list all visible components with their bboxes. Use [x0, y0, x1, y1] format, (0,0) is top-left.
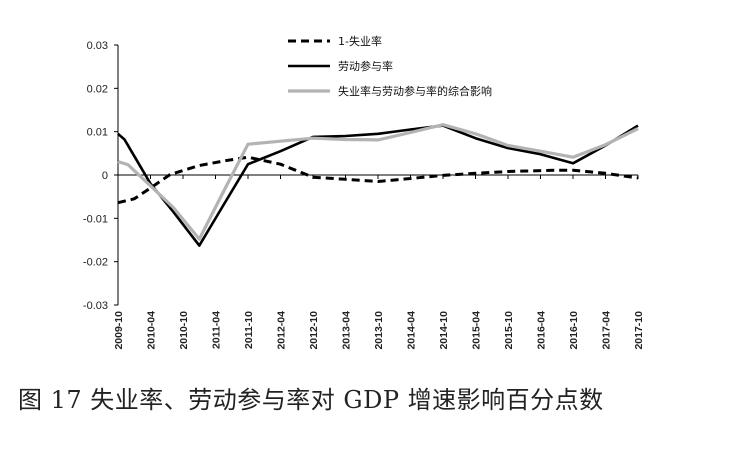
legend-label-2: 劳动参与率 [338, 59, 393, 73]
legend-label-3: 失业率与劳动参与率的综合影响 [338, 84, 492, 98]
y-tick-label: 0.03 [87, 40, 108, 52]
y-tick-label: -0.02 [83, 257, 108, 269]
x-tick-label: 2017-04 [601, 311, 613, 350]
x-tick-label: 2015-04 [471, 311, 483, 350]
x-tick-label: 2009-10 [113, 311, 125, 350]
x-tick-label: 2013-04 [341, 311, 353, 350]
x-tick-label: 2014-04 [406, 311, 418, 350]
y-tick-label: 0.02 [87, 83, 108, 95]
series-line-1 [117, 155, 639, 205]
x-tick-label: 2017-10 [633, 311, 645, 350]
series-line-3 [117, 123, 639, 241]
series-line-2 [117, 124, 639, 247]
x-tick-label: 2012-10 [308, 311, 320, 350]
y-tick-label: -0.03 [83, 300, 108, 312]
series-layer [117, 123, 639, 247]
x-tick-label: 2010-10 [178, 311, 190, 350]
x-tick-label: 2012-04 [276, 311, 288, 350]
line-chart: 0.03 0.02 0.01 0 -0.01 -0.02 -0.03 2009-10 2010… [83, 34, 645, 350]
x-tick-label: 2014-10 [438, 311, 450, 350]
y-tick-label: -0.01 [83, 213, 108, 225]
x-tick-label: 2016-10 [568, 311, 580, 350]
y-tick-label: 0 [102, 170, 108, 182]
y-axis: 0.03 0.02 0.01 0 -0.01 -0.02 -0.03 [83, 40, 119, 312]
legend-label-1: 1-失业率 [338, 34, 382, 48]
x-tick-label: 2015-10 [503, 311, 515, 350]
y-tick-label: 0.01 [87, 127, 108, 139]
x-tick-label: 2011-10 [243, 311, 255, 349]
x-tick-label: 2011-04 [211, 311, 223, 349]
x-tick-label: 2013-10 [373, 311, 385, 350]
x-tick-label: 2010-04 [146, 311, 158, 350]
figure-caption: 图 17 失业率、劳动参与率对 GDP 增速影响百分点数 [18, 386, 604, 414]
x-axis: 2009-10 2010-04 2010-10 2011-04 2011-10 2012-… [113, 174, 645, 350]
x-tick-label: 2016-04 [536, 311, 548, 350]
